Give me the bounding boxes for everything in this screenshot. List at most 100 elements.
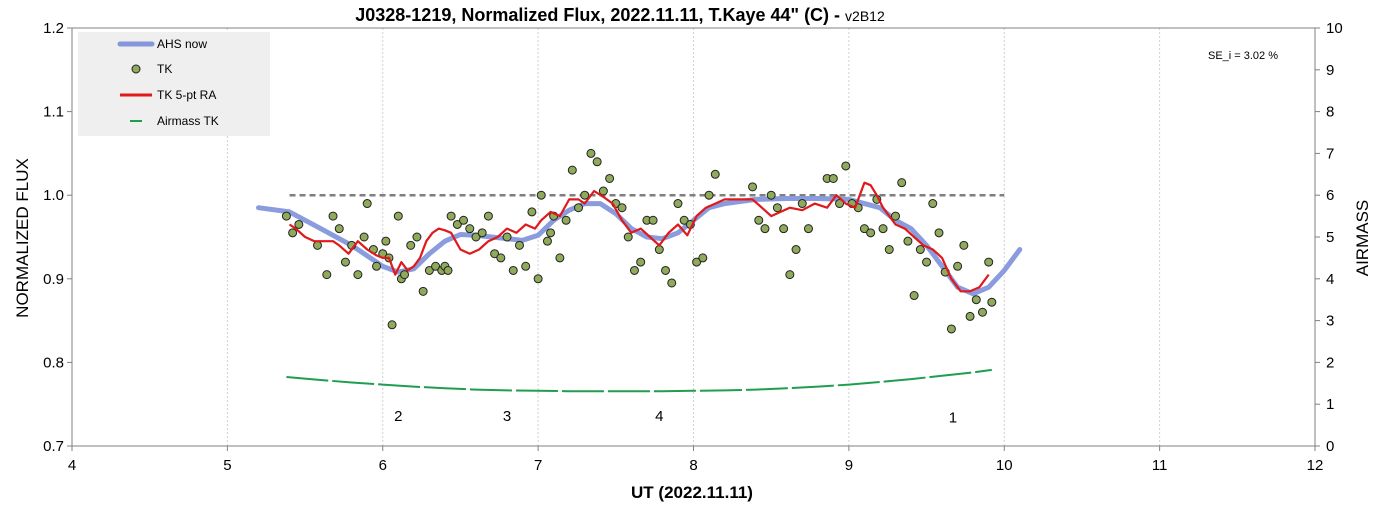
data-point-tk bbox=[934, 228, 944, 238]
data-point-tk bbox=[953, 261, 963, 271]
y2-tick-label: 1 bbox=[1326, 396, 1334, 413]
y2-tick-label: 0 bbox=[1326, 438, 1334, 455]
data-point-tk bbox=[490, 249, 500, 259]
series-layer: 2 3 4 1 bbox=[256, 148, 1023, 427]
x-tick-label: 8 bbox=[689, 457, 697, 474]
legend-label-tk: TK bbox=[157, 62, 172, 76]
data-point-tk bbox=[424, 265, 434, 275]
data-point-tk bbox=[387, 320, 397, 330]
x-tick-label: 10 bbox=[996, 457, 1013, 474]
chart-title-version: v2B12 bbox=[845, 8, 885, 24]
y2-tick-label: 2 bbox=[1326, 354, 1334, 371]
data-point-tk bbox=[353, 270, 363, 280]
y-tick-label: 0.9 bbox=[43, 271, 64, 288]
data-point-tk bbox=[841, 161, 851, 171]
y2-tick-label: 9 bbox=[1326, 62, 1334, 79]
data-point-tk bbox=[418, 286, 428, 296]
y2-axis-label: AIRMASS bbox=[1353, 200, 1372, 277]
data-point-tk bbox=[897, 178, 907, 188]
data-point-tk bbox=[443, 265, 453, 275]
data-point-tk bbox=[946, 324, 956, 334]
data-point-tk bbox=[791, 245, 801, 255]
data-point-tk bbox=[527, 207, 537, 217]
data-point-tk bbox=[452, 219, 462, 229]
legend-label-ahs: AHS now bbox=[157, 37, 207, 51]
se-annotation: SE_i = 3.02 % bbox=[1208, 50, 1278, 62]
data-point-tk bbox=[586, 148, 596, 158]
series-line-ahs-now bbox=[256, 196, 1023, 297]
data-point-tk bbox=[878, 224, 888, 234]
data-point-tk bbox=[679, 215, 689, 225]
data-point-tk bbox=[546, 228, 556, 238]
data-point-tk bbox=[496, 253, 506, 263]
data-point-tk bbox=[909, 291, 919, 301]
segment-label: 1 bbox=[949, 410, 957, 427]
legend-background bbox=[78, 32, 270, 136]
data-point-tk bbox=[959, 240, 969, 250]
x-tick-label: 4 bbox=[68, 457, 76, 474]
data-point-tk bbox=[334, 224, 344, 234]
data-point-tk bbox=[754, 215, 764, 225]
data-point-tk bbox=[359, 232, 369, 242]
segment-label: 3 bbox=[503, 408, 511, 425]
data-point-tk bbox=[704, 190, 714, 200]
x-tick-label: 5 bbox=[223, 457, 231, 474]
axes: 4 5 6 7 8 9 10 11 120.70.80.91.01.11.20123456789… bbox=[43, 20, 1343, 474]
legend-label-airmass: Airmass TK bbox=[157, 114, 219, 128]
data-point-tk bbox=[661, 265, 671, 275]
data-point-tk bbox=[884, 245, 894, 255]
data-point-tk bbox=[514, 240, 524, 250]
series-line-tk-5pt-ra bbox=[288, 181, 990, 293]
data-point-tk bbox=[779, 224, 789, 234]
y2-tick-label: 8 bbox=[1326, 104, 1334, 121]
legend-label-tk-ra: TK 5-pt RA bbox=[157, 88, 216, 102]
data-point-tk bbox=[521, 261, 531, 271]
data-point-tk bbox=[322, 270, 332, 280]
data-point-tk bbox=[915, 245, 925, 255]
data-point-tk bbox=[340, 257, 350, 267]
data-point-tk bbox=[431, 261, 441, 271]
data-point-tk bbox=[533, 274, 543, 284]
data-point-tk bbox=[667, 278, 677, 288]
data-point-tk bbox=[890, 211, 900, 221]
data-point-tk bbox=[965, 311, 975, 321]
x-tick-label: 7 bbox=[534, 457, 542, 474]
y-tick-label: 0.7 bbox=[43, 438, 64, 455]
chart-title-main: J0328-1219, Normalized Flux, 2022.11.11,… bbox=[355, 5, 845, 25]
series-line-airmass-tk bbox=[286, 368, 992, 393]
segment-label: 2 bbox=[394, 408, 402, 425]
data-point-tk bbox=[561, 215, 571, 225]
data-point-tk bbox=[406, 240, 416, 250]
data-point-tk bbox=[748, 182, 758, 192]
data-point-tk bbox=[803, 224, 813, 234]
data-point-tk bbox=[281, 211, 291, 221]
y2-tick-label: 5 bbox=[1326, 229, 1334, 246]
data-point-tk bbox=[362, 199, 372, 209]
data-point-tk bbox=[617, 203, 627, 213]
data-point-tk bbox=[629, 265, 639, 275]
data-point-tk bbox=[772, 203, 782, 213]
data-point-tk bbox=[465, 224, 475, 234]
data-point-tk bbox=[984, 257, 994, 267]
data-point-tk bbox=[922, 257, 932, 267]
data-point-tk bbox=[328, 211, 338, 221]
data-point-tk bbox=[828, 173, 838, 183]
data-point-tk bbox=[835, 199, 845, 209]
legend: AHS now TK TK 5-pt RA Airmass TK bbox=[78, 32, 270, 136]
x-tick-label: 9 bbox=[845, 457, 853, 474]
y2-tick-label: 4 bbox=[1326, 271, 1334, 288]
data-point-tk bbox=[393, 211, 403, 221]
data-point-tk bbox=[381, 236, 391, 246]
data-point-tk bbox=[567, 165, 577, 175]
chart-title: J0328-1219, Normalized Flux, 2022.11.11,… bbox=[355, 5, 885, 25]
data-point-tk bbox=[673, 199, 683, 209]
data-point-tk bbox=[483, 211, 493, 221]
y-tick-label: 0.8 bbox=[43, 354, 64, 371]
data-point-tk bbox=[580, 190, 590, 200]
x-axis-label: UT (2022.11.11) bbox=[631, 483, 753, 502]
data-point-tk bbox=[312, 240, 322, 250]
x-tick-label: 6 bbox=[379, 457, 387, 474]
data-point-tk bbox=[866, 228, 876, 238]
data-point-tk bbox=[574, 203, 584, 213]
